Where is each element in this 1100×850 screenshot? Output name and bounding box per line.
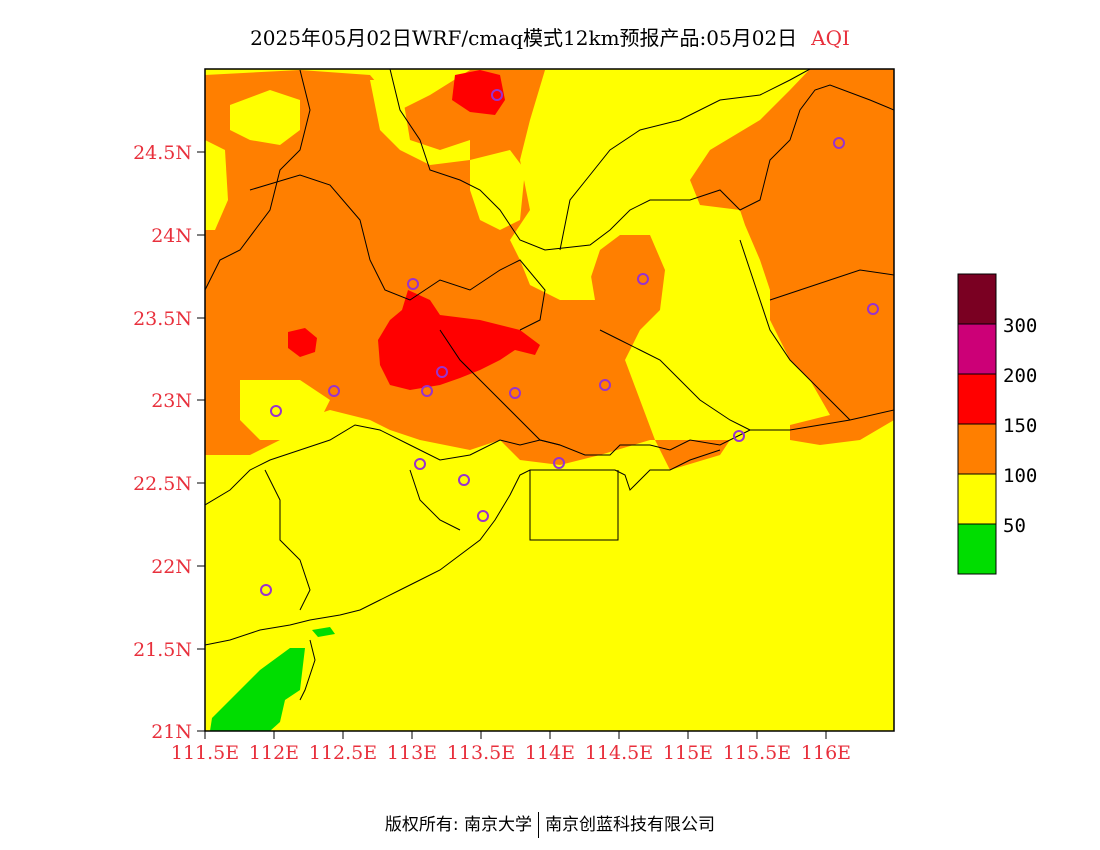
- colorbar-bin-very-unhealthy: [957, 323, 997, 375]
- field-good-island: [312, 627, 335, 637]
- field-unhealthy-central: [378, 290, 540, 390]
- station-marker: [867, 303, 879, 315]
- lat-label: 21N: [151, 721, 192, 743]
- station-marker: [414, 458, 426, 470]
- colorbar-label: 50: [1003, 515, 1026, 537]
- lat-label: 24.5N: [133, 142, 192, 164]
- lon-label: 113.5E: [447, 742, 515, 764]
- boundaries: [205, 69, 894, 701]
- station-marker: [260, 584, 272, 596]
- field-unhealthy-west: [288, 328, 317, 357]
- copyright-footer: 版权所有: 南京大学 南京创蓝科技有限公司: [0, 810, 1100, 838]
- lon-label: 115E: [663, 742, 713, 764]
- field-usg-east: [690, 69, 894, 445]
- colorbar-label: 150: [1003, 415, 1037, 437]
- colorbar-label: 200: [1003, 365, 1037, 387]
- colorbar-label: 300: [1003, 315, 1037, 337]
- lat-axis: 24.5N 24N 23.5N 23N 22.5N 22N 21.5N 21N: [133, 142, 205, 743]
- lat-label: 22.5N: [133, 473, 192, 495]
- colorbar-bin-unhealthy: [957, 373, 997, 425]
- footer-separator: [538, 812, 540, 838]
- field-good-sw: [210, 648, 305, 731]
- lon-label: 112E: [249, 742, 299, 764]
- lon-label: 112.5E: [309, 742, 377, 764]
- field-moderate-patch-sw: [240, 380, 330, 440]
- lat-label: 21.5N: [133, 639, 192, 661]
- lon-label: 114E: [525, 742, 575, 764]
- title-variable: AQI: [811, 26, 850, 50]
- aqi-field: [205, 69, 894, 731]
- colorbar-bin-moderate: [957, 473, 997, 525]
- station-marker: [328, 385, 340, 397]
- lat-label: 23.5N: [133, 308, 192, 330]
- lat-label: 22N: [151, 556, 192, 578]
- footer-right: 南京创蓝科技有限公司: [545, 815, 716, 835]
- station-marker: [407, 278, 419, 290]
- field-moderate-patch-north: [230, 90, 300, 145]
- lon-label: 115.5E: [723, 742, 791, 764]
- colorbar-bin-usg: [957, 423, 997, 475]
- field-moderate-patch-west: [205, 140, 228, 230]
- colorbar-bin-hazardous: [957, 273, 997, 325]
- station-marker: [270, 405, 282, 417]
- field-moderate-patch-north2: [370, 80, 470, 165]
- colorbar: 300 200 150 100 50: [957, 273, 1037, 575]
- map-title: 2025年05月02日WRF/cmaq模式12km预报产品:05月02日 AQI: [0, 22, 1100, 51]
- field-moderate-patch-center: [470, 150, 525, 230]
- field-unhealthy-north: [452, 70, 505, 115]
- lon-label: 116E: [801, 742, 851, 764]
- title-main: 2025年05月02日WRF/cmaq模式12km预报产品:05月02日: [250, 26, 798, 50]
- lon-label: 111.5E: [171, 742, 239, 764]
- station-marker: [477, 510, 489, 522]
- station-marker: [637, 273, 649, 285]
- lon-label: 113E: [387, 742, 437, 764]
- station-marker: [553, 457, 565, 469]
- colorbar-bin-good: [957, 523, 997, 575]
- station-marker: [599, 379, 611, 391]
- field-usg-west: [205, 70, 730, 470]
- station-marker: [421, 385, 433, 397]
- field-moderate-patch-e: [520, 250, 595, 300]
- station-marker: [491, 89, 503, 101]
- lon-axis: 111.5E 112E 112.5E 113E 113.5E 114E 114.…: [171, 731, 851, 764]
- lat-label: 23N: [151, 390, 192, 412]
- station-marker: [509, 387, 521, 399]
- lon-label: 114.5E: [585, 742, 653, 764]
- station-marker: [733, 430, 745, 442]
- footer-left: 版权所有: 南京大学: [384, 815, 533, 835]
- colorbar-label: 100: [1003, 465, 1037, 487]
- lat-label: 24N: [151, 225, 192, 247]
- station-marker: [833, 137, 845, 149]
- station-markers: [260, 89, 879, 596]
- station-marker: [436, 366, 448, 378]
- station-marker: [458, 474, 470, 486]
